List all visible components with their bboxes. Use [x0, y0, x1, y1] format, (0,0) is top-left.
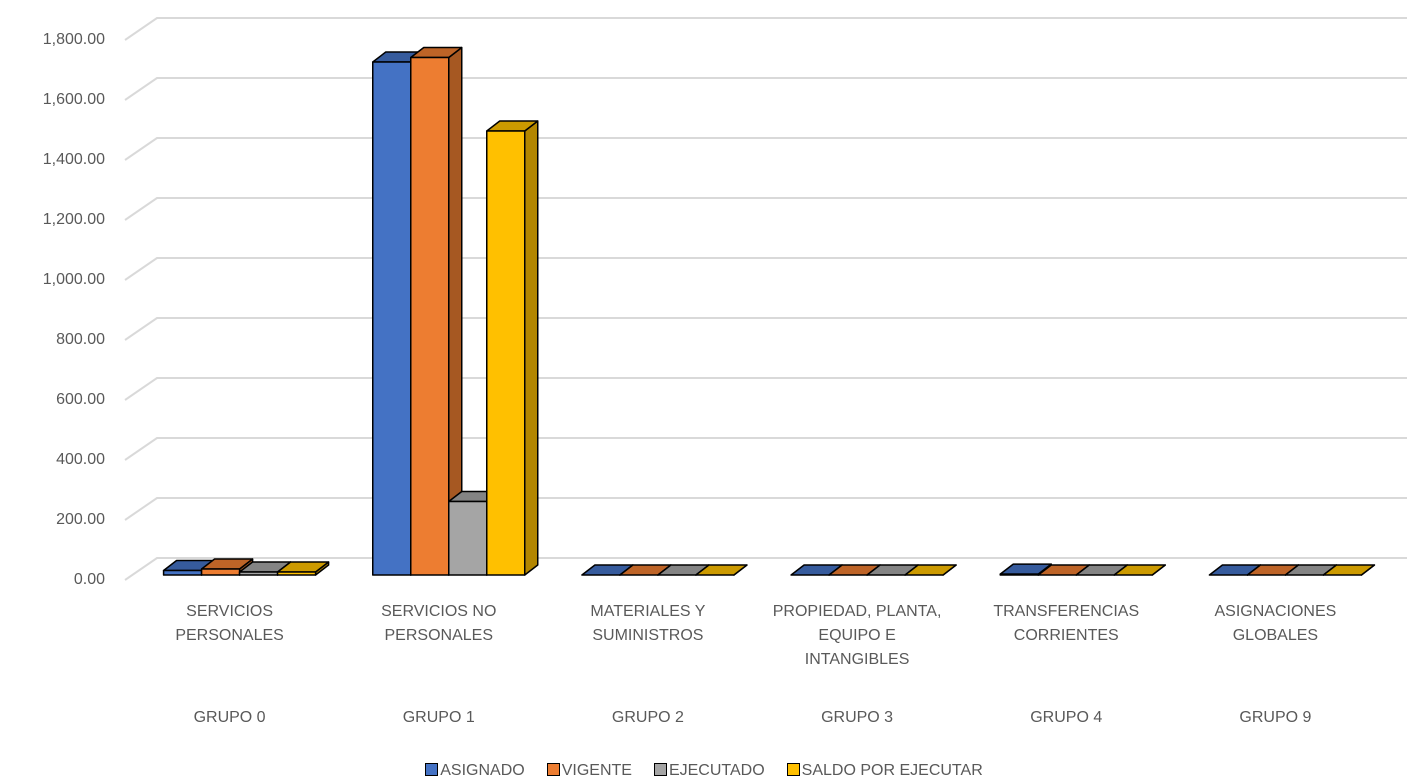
legend-swatch	[653, 763, 667, 776]
y-tick-label: 1,600.00	[43, 91, 105, 108]
legend-label: VIGENTE	[561, 762, 632, 779]
legend-item: ASIGNADO	[425, 762, 525, 779]
bar	[238, 571, 279, 576]
legend-item: EJECUTADO	[653, 762, 765, 779]
group-label: GRUPO 0	[193, 709, 266, 726]
bar-top	[1322, 564, 1376, 576]
grid-line	[124, 257, 1407, 281]
y-tick-label: 1,200.00	[43, 211, 105, 228]
legend-item: VIGENTE	[546, 762, 632, 779]
bar-top	[695, 564, 748, 576]
y-tick-label: 1,400.00	[43, 151, 105, 168]
grid-line	[124, 437, 1407, 461]
x-tick-label: TRANSFERENCIAS CORRIENTES	[993, 603, 1140, 644]
grid-line	[124, 377, 1407, 401]
x-tick-label: MATERIALES Y SUMINISTROS	[590, 603, 706, 644]
legend-label: EJECUTADO	[668, 762, 765, 779]
legend-label: SALDO POR EJECUTAR	[801, 762, 983, 779]
bar	[448, 500, 488, 576]
bar-top	[1113, 564, 1166, 576]
bar	[276, 571, 317, 576]
y-tick-label: 600.00	[56, 391, 105, 408]
legend-swatch	[786, 763, 800, 776]
grid-line	[124, 17, 1407, 41]
group-label: GRUPO 2	[611, 709, 684, 726]
grid-line	[124, 197, 1407, 221]
group-label: GRUPO 3	[821, 709, 894, 726]
bar-side	[524, 120, 539, 576]
bar	[200, 568, 241, 576]
legend-item: SALDO POR EJECUTAR	[786, 762, 983, 779]
grid-line	[124, 137, 1407, 161]
y-tick-label: 400.00	[56, 451, 105, 468]
grid-line	[124, 497, 1407, 521]
bar	[999, 573, 1039, 576]
legend-label: ASIGNADO	[440, 762, 525, 779]
y-tick-label: 1,000.00	[43, 271, 105, 288]
bar	[410, 56, 450, 576]
legend-swatch	[425, 763, 439, 776]
legend: ASIGNADO VIGENTE EJECUTADO SALDO POR EJECUT…	[0, 762, 1407, 780]
grid-line	[124, 317, 1407, 341]
x-tick-label: SERVICIOS PERSONALES	[175, 603, 284, 644]
x-tick-label: SERVICIOS NO PERSONALES	[381, 603, 497, 644]
group-label: GRUPO 9	[1239, 709, 1312, 726]
group-label: GRUPO 4	[1030, 709, 1103, 726]
bar	[486, 130, 526, 576]
y-tick-label: 200.00	[56, 511, 105, 528]
bar	[372, 61, 412, 576]
grid-line	[124, 77, 1407, 101]
x-tick-label: ASIGNACIONES GLOBALES	[1214, 603, 1337, 644]
bar-top	[904, 564, 957, 576]
x-tick-label: PROPIEDAD, PLANTA, EQUIPO E INTANGIBLES	[772, 603, 942, 668]
group-label: GRUPO 1	[402, 709, 475, 726]
legend-swatch	[546, 763, 560, 776]
y-tick-label: 0.00	[74, 571, 105, 588]
y-tick-label: 800.00	[56, 331, 105, 348]
bar	[162, 569, 203, 576]
y-tick-label: 1,800.00	[43, 31, 105, 48]
grid-line	[124, 557, 1407, 581]
